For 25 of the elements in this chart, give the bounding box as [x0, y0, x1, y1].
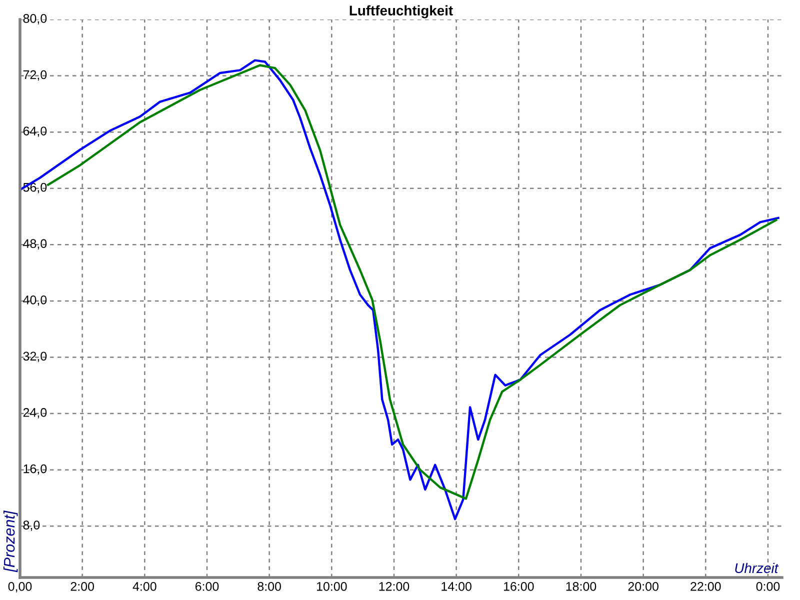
x-tick-label: 14:00 [442, 582, 472, 591]
y-tick-label: 16,0 [24, 464, 47, 475]
y-axis-title: [Prozent] [3, 510, 18, 572]
x-tick-label: 6:00 [195, 582, 219, 591]
y-tick-label: 64,0 [23, 126, 47, 137]
x-axis-title: Uhrzeit [735, 562, 779, 574]
y-tick-label: 24,0 [23, 408, 47, 418]
y-tick-label: 48,0 [23, 239, 47, 250]
y-tick-label: 40,0 [23, 295, 47, 306]
x-tick-label: 8:00 [258, 582, 281, 591]
x-tick-label: 10:00 [316, 582, 347, 591]
y-tick-label: 32,0 [23, 352, 47, 362]
x-tick-label: 16:00 [504, 582, 534, 591]
y-tick-label: 8,0 [23, 520, 40, 531]
x-tick-label: 18:00 [566, 582, 596, 591]
x-tick-label: 2:00 [70, 582, 94, 591]
x-tick-label: 0:00 [756, 582, 780, 591]
x-tick-label: 0,00 [8, 582, 32, 592]
y-tick-label: 80,0 [23, 14, 47, 24]
chart-title: Luftfeuchtigkeit [350, 5, 453, 18]
x-tick-label: 4:00 [132, 582, 156, 591]
x-tick-label: 22:00 [690, 582, 721, 591]
y-tick-label: 72,0 [23, 70, 47, 81]
x-tick-label: 20:00 [628, 582, 658, 591]
x-tick-label: 12:00 [379, 582, 410, 591]
